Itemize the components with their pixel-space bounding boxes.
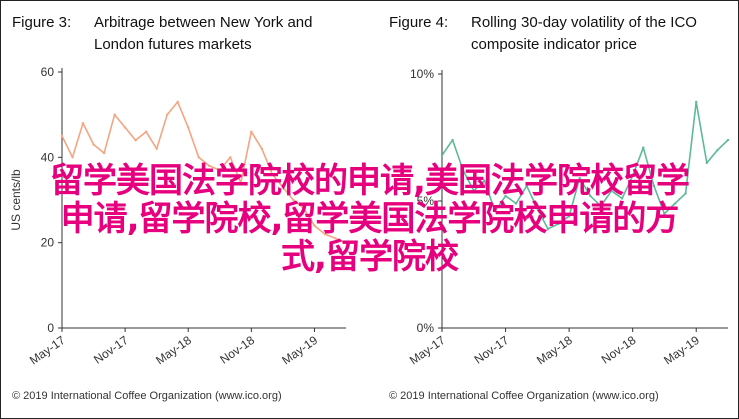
fig4-data-point bbox=[578, 176, 581, 180]
fig4-x-tick-label: May-19 bbox=[661, 333, 702, 368]
fig3-y-tick-label: 60 bbox=[41, 65, 55, 79]
fig3-data-point bbox=[197, 156, 200, 159]
fig3-data-point bbox=[165, 113, 169, 116]
fig3-data-point bbox=[323, 232, 327, 236]
fig3-y-tick-label: 40 bbox=[41, 150, 55, 164]
fig4-data-point bbox=[493, 209, 497, 213]
fig4-y-tick-label: 5% bbox=[417, 194, 435, 208]
fig3-data-point bbox=[250, 130, 253, 133]
fig4-y-tick-label: 0% bbox=[417, 321, 435, 335]
fig3-data-point bbox=[344, 241, 348, 244]
fig3-series-line bbox=[61, 101, 347, 244]
fig4-data-point bbox=[620, 197, 624, 200]
fig3-data-point bbox=[313, 224, 316, 227]
figure-4-credit: © 2019 International Coffee Organization… bbox=[389, 390, 659, 402]
fig4-data-point bbox=[684, 192, 687, 195]
figure-3-label: Figure 3: bbox=[12, 14, 72, 31]
fig4-data-point bbox=[567, 215, 571, 218]
fig3-y-tick-label: 20 bbox=[41, 236, 55, 250]
figure-4-title: Rolling 30-day volatility of the ICO com… bbox=[471, 14, 697, 53]
fig4-data-point bbox=[716, 149, 719, 152]
fig4-data-point bbox=[642, 146, 645, 149]
fig3-x-tick-label: Nov-18 bbox=[217, 333, 257, 367]
fig3-data-point bbox=[123, 126, 127, 129]
fig4-data-point bbox=[483, 179, 486, 182]
fig4-x-tick-label: Nov-17 bbox=[472, 333, 512, 367]
fig3-y-axis-title: US cents/lb bbox=[9, 169, 23, 231]
fig4-data-point bbox=[557, 222, 560, 226]
fig3-data-point bbox=[60, 134, 64, 138]
fig4-x-tick-label: May-18 bbox=[534, 333, 575, 368]
fig3-data-point bbox=[239, 181, 243, 185]
fig4-data-point bbox=[589, 194, 592, 198]
fig4-data-point bbox=[504, 194, 507, 198]
fig3-data-point bbox=[281, 186, 285, 189]
fig3-data-point bbox=[155, 147, 158, 150]
fig4-data-point bbox=[451, 138, 454, 142]
figure-3-title: Arbitrage between New York and London fu… bbox=[94, 14, 313, 53]
fig4-data-point bbox=[726, 138, 730, 142]
fig3-data-point bbox=[208, 164, 211, 168]
fig3-data-point bbox=[134, 139, 137, 142]
overlay-text-line-1: 留学美国法学院校的申请,美国法学院校留学 bbox=[50, 161, 690, 201]
fig4-data-point bbox=[673, 202, 677, 205]
fig3-data-point bbox=[144, 130, 148, 133]
fig4-series-line bbox=[441, 101, 729, 230]
fig3-data-point bbox=[229, 156, 232, 159]
fig3-x-tick-label: May-19 bbox=[279, 333, 320, 368]
fig3-y-tick-label: 0 bbox=[47, 321, 54, 335]
fig3-x-tick-label: Nov-17 bbox=[91, 333, 131, 367]
fig4-data-point bbox=[440, 154, 444, 157]
fig4-data-point bbox=[610, 189, 613, 193]
fig4-data-point bbox=[663, 212, 666, 215]
fig3-data-point bbox=[302, 207, 306, 210]
fig3-data-point bbox=[271, 173, 274, 176]
fig3-data-point bbox=[218, 168, 221, 172]
fig3-x-tick-label: May-17 bbox=[27, 333, 68, 368]
fig3-data-point bbox=[292, 198, 295, 202]
fig4-y-tick-label: 10% bbox=[410, 67, 434, 81]
fig3-data-point bbox=[176, 100, 179, 104]
fig3-data-point bbox=[102, 151, 106, 155]
fig3-data-point bbox=[92, 143, 95, 146]
fig3-x-tick-label: May-18 bbox=[153, 333, 194, 368]
fig4-data-point bbox=[695, 100, 698, 104]
overlay-text-line-3: 式,留学院校 bbox=[281, 237, 459, 277]
fig4-data-point bbox=[546, 227, 550, 231]
fig4-data-point bbox=[705, 161, 709, 165]
fig4-data-point bbox=[514, 202, 518, 205]
fig4-x-tick-label: May-17 bbox=[407, 333, 448, 368]
fig4-data-point bbox=[631, 174, 634, 177]
fig3-data-point bbox=[113, 113, 116, 116]
fig3-data-point bbox=[334, 237, 337, 240]
fig3-data-point bbox=[81, 122, 85, 125]
fig4-data-point bbox=[525, 184, 528, 187]
fig3-data-point bbox=[260, 147, 264, 150]
fig4-data-point bbox=[472, 189, 475, 193]
figure-3-credit: © 2019 International Coffee Organization… bbox=[12, 390, 282, 402]
fig4-data-point bbox=[652, 184, 656, 187]
fig3-data-point bbox=[187, 126, 190, 129]
fig4-data-point bbox=[599, 204, 603, 208]
fig4-data-point bbox=[536, 207, 539, 210]
overlay-text-line-2: 申请,留学院校,留学美国法学院校申请的方 bbox=[60, 199, 680, 239]
figure-4-label: Figure 4: bbox=[389, 14, 449, 31]
fig3-data-point bbox=[71, 156, 74, 159]
fig4-data-point bbox=[461, 169, 465, 172]
fig4-x-tick-label: Nov-18 bbox=[599, 333, 639, 367]
